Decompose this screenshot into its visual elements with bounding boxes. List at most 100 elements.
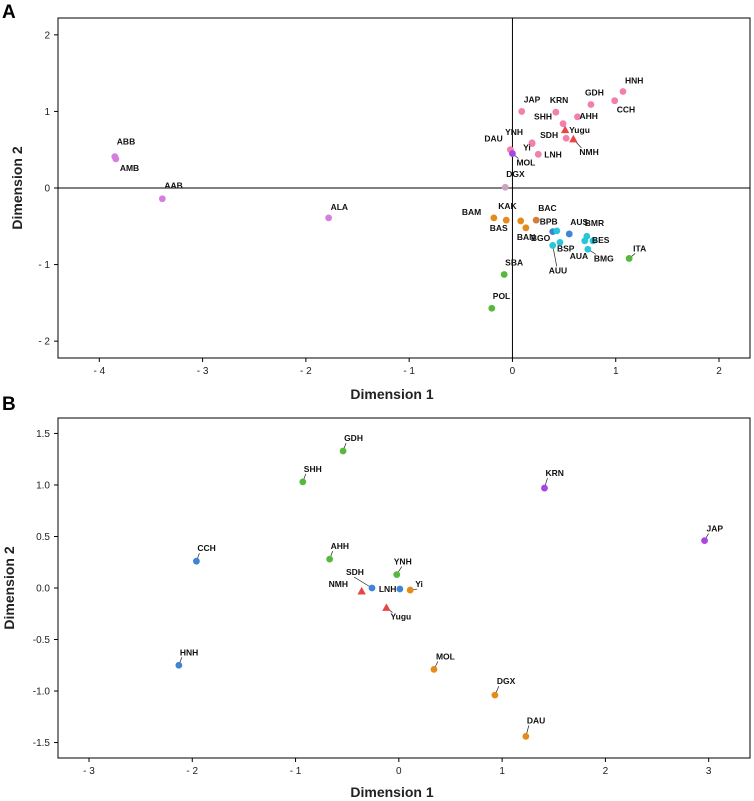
point-label-aus: AUS: [570, 217, 588, 227]
x-tick-label: 0: [510, 366, 516, 377]
point-cch: [193, 557, 200, 565]
point-label-aab: AAB: [164, 181, 182, 191]
point-label-ahh: AHH: [580, 111, 598, 121]
point-bac: [532, 216, 540, 224]
point-kak: [502, 216, 510, 224]
point-jap: [518, 108, 526, 115]
point-label-lnh: LNH: [544, 149, 561, 159]
point-label-dau: DAU: [527, 715, 545, 725]
point-sba: [500, 271, 508, 278]
point-bgo: [553, 227, 561, 235]
x-axis-title-b: Dimension 1: [350, 784, 433, 800]
point-mol: [509, 150, 516, 157]
point-yugu: [382, 603, 391, 611]
point-label-pol: POL: [493, 291, 510, 301]
point-label-jap: JAP: [524, 94, 541, 104]
point-label-sdh: SDH: [540, 130, 558, 140]
leader-line-sdh: [353, 576, 373, 589]
point-ynh: [393, 571, 401, 579]
point-label-bac: BAC: [538, 203, 556, 213]
x-tick-label: - 1: [290, 766, 302, 777]
point-label-mol: MOL: [516, 158, 535, 168]
panel-a-plot: - 4 - 3 - 2 - 1 0 1 2 - 2 - 1 0 1 2 Dimension 1 Dimen…: [9, 17, 751, 402]
x-tick-label: - 1: [403, 366, 415, 377]
y-tick-label: -0.5: [33, 635, 51, 646]
y-tick-label: - 1: [38, 260, 50, 271]
point-dgx: [501, 183, 509, 191]
y-tick-label: 0: [44, 184, 50, 195]
point-label-dau: DAU: [484, 134, 502, 144]
point-label-ynh: YNH: [505, 127, 523, 137]
point-bmg: [584, 245, 592, 253]
point-lnh: [396, 585, 404, 593]
point-label-cch: CCH: [197, 543, 215, 553]
point-shh: [299, 478, 307, 486]
point-yi: [406, 586, 414, 594]
point-label-abb: ABB: [117, 137, 135, 147]
x-tick-label: 1: [499, 766, 505, 777]
point-label-shh: SHH: [534, 112, 552, 122]
point-amb: [112, 155, 120, 163]
point-mol: [430, 665, 438, 673]
point-sdh: [368, 584, 376, 592]
point-ahh: [574, 113, 581, 121]
point-hnh: [175, 661, 183, 669]
point-label-yugu: Yugu: [390, 612, 411, 622]
point-aus: [565, 230, 573, 238]
point-dau: [522, 732, 530, 740]
point-label-lnh: LNH: [379, 584, 396, 594]
point-label-yi: Yi: [523, 143, 531, 153]
point-label-bsp: BSP: [557, 243, 575, 253]
x-tick-label: 3: [706, 766, 712, 777]
point-label-sdh: SDH: [346, 567, 364, 577]
y-tick-label: 1.5: [36, 429, 50, 440]
point-label-ynh: YNH: [394, 557, 412, 567]
point-auu: [549, 242, 557, 249]
x-tick-label: - 2: [186, 766, 198, 777]
point-label-ahh: AHH: [331, 541, 349, 551]
point-label-gdh: GDH: [344, 433, 363, 443]
point-bsp: [556, 238, 564, 246]
point-label-bmg: BMG: [594, 253, 614, 263]
point-label-ban: BAN: [517, 232, 535, 242]
point-label-bes: BES: [592, 235, 610, 245]
point-nmh: [569, 134, 578, 143]
plot-frame-b: [57, 417, 751, 759]
point-label-auu: AUU: [549, 265, 567, 275]
point-label-kak: KAK: [498, 201, 517, 211]
point-label-amb: AMB: [120, 163, 139, 173]
point-pol: [488, 304, 496, 312]
x-tick-label: 2: [603, 766, 609, 777]
x-tick-label: 2: [716, 366, 722, 377]
point-ita: [625, 255, 633, 262]
point-krn: [552, 108, 560, 116]
panel-b-plot: - 3 - 2 - 1 0 1 2 3 -1.5 -1.0 -0.5 0.0 0.5 1.0 1.5 Dim…: [1, 417, 751, 800]
point-lnh: [534, 150, 542, 158]
point-label-sba: SBA: [505, 258, 523, 268]
point-bes: [589, 237, 597, 245]
point-yi: [528, 140, 536, 147]
point-ala: [325, 214, 333, 222]
point-label-krn: KRN: [550, 95, 568, 105]
point-label-bmr: BMR: [585, 218, 604, 228]
point-label-bpb: BPB: [540, 217, 558, 227]
point-label-nmh: NMH: [579, 147, 598, 157]
y-tick-label: 2: [44, 30, 50, 41]
x-tick-label: - 3: [197, 366, 209, 377]
point-gdh: [587, 101, 595, 108]
point-label-shh: SHH: [304, 464, 322, 474]
point-label-jap: JAP: [707, 524, 724, 534]
y-axis-title-b: Dimension 2: [1, 546, 17, 629]
point-label-mol: MOL: [436, 651, 455, 661]
y-tick-label: 0.5: [36, 532, 50, 543]
point-nmh: [357, 586, 366, 595]
y-tick-label: -1.0: [33, 687, 51, 698]
point-label-hnh: HNH: [625, 76, 643, 86]
y-tick-label: 0.0: [36, 584, 50, 595]
point-aab: [158, 195, 166, 203]
point-label-ala: ALA: [331, 202, 348, 212]
x-tick-label: - 2: [300, 366, 312, 377]
x-tick-label: 0: [396, 766, 402, 777]
x-tick-label: 1: [613, 366, 619, 377]
